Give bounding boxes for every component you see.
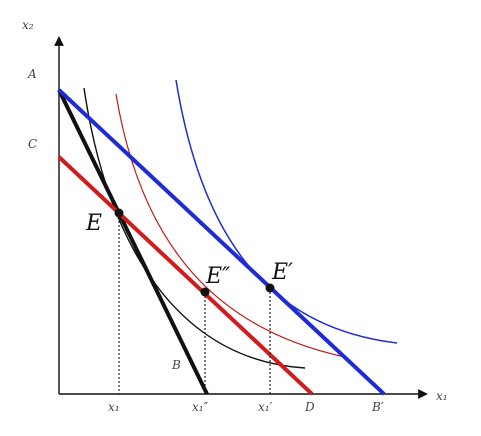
y-axis-label: x₂ — [22, 18, 34, 32]
budget-line-CD — [57, 155, 314, 396]
indifference-curve-black — [83, 87, 306, 369]
x-tick-x1-double-prime: x₁″ — [192, 400, 209, 414]
budget-line-AB-prime — [57, 88, 386, 396]
point-E-double-prime-marker — [200, 287, 210, 297]
point-E-double-prime-label: E″ — [205, 264, 231, 289]
intercept-label-D: D — [304, 400, 315, 414]
x-axis-label: x₁ — [436, 389, 448, 403]
intercept-label-B-prime: B′ — [371, 400, 384, 414]
intercept-label-C: C — [28, 137, 37, 151]
point-E-marker — [114, 208, 124, 218]
intercept-label-A: A — [27, 67, 37, 81]
intercept-label-B: B — [171, 358, 181, 372]
point-E-label: E — [85, 211, 102, 236]
point-E-prime-label: E′ — [271, 260, 293, 285]
x-tick-x1: x₁ — [108, 400, 120, 414]
point-E-prime-marker — [265, 283, 275, 293]
indifference-curve-red — [115, 93, 346, 358]
budget-line-AB — [57, 89, 209, 395]
x-tick-x1-prime: x₁′ — [258, 400, 273, 414]
